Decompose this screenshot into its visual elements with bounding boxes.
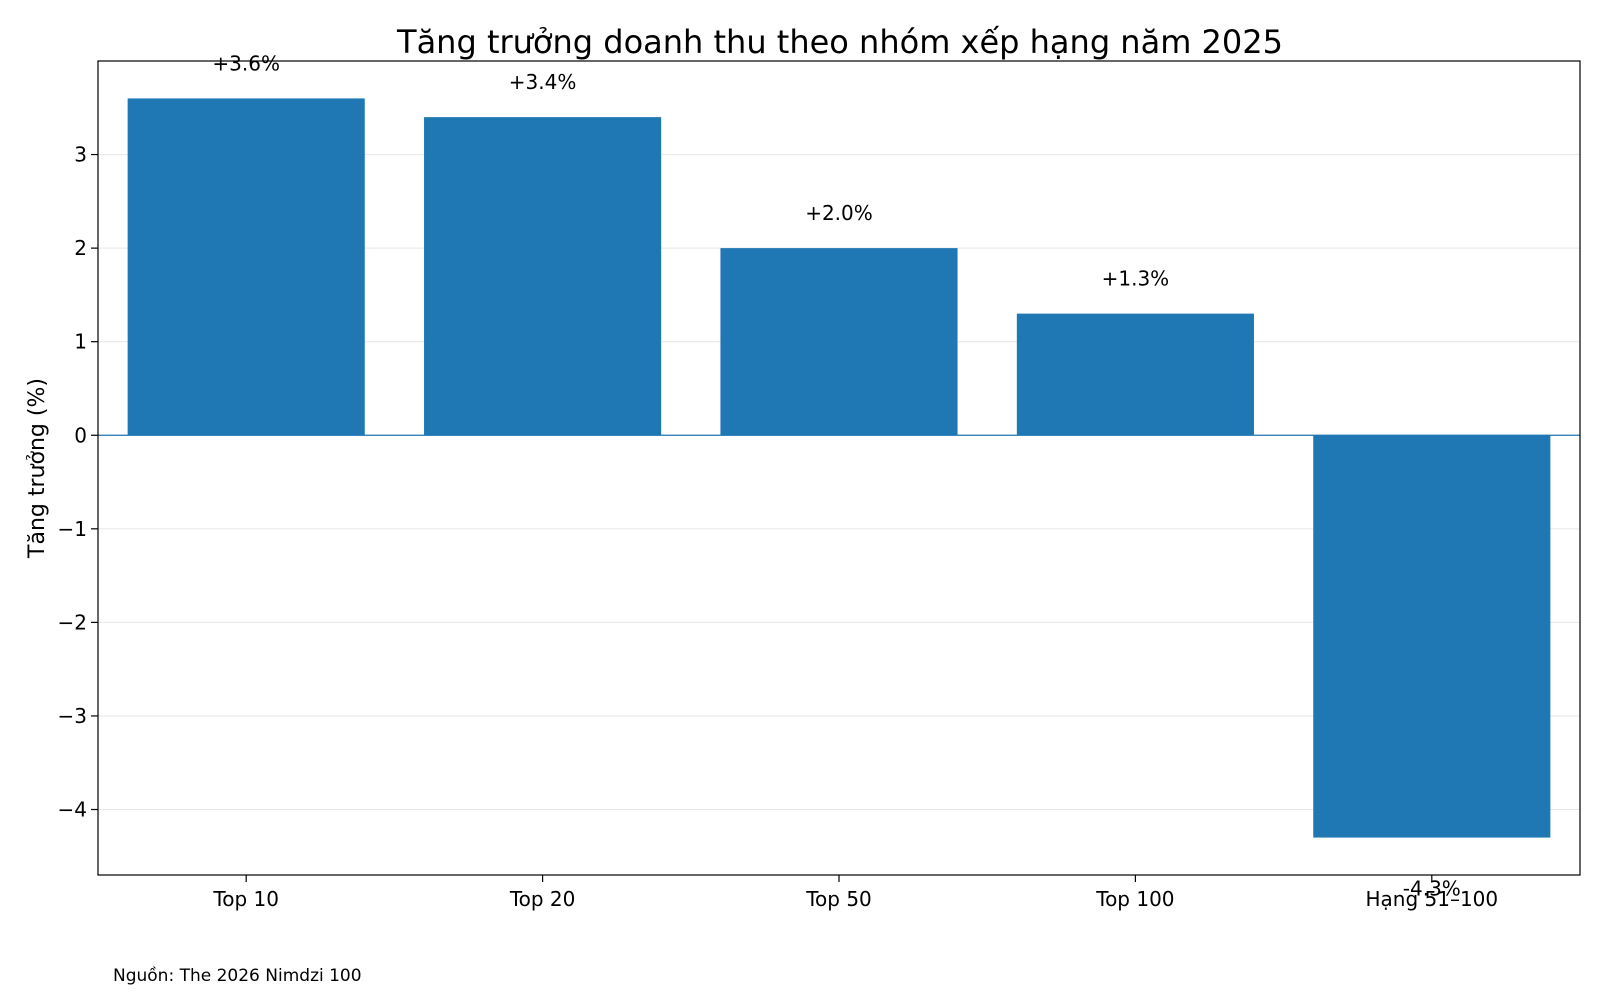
y-tick-label: −4	[58, 798, 87, 822]
bar	[127, 98, 365, 436]
x-tick-label: Top 100	[1095, 887, 1174, 911]
y-axis-label: Tăng trưởng (%)	[25, 378, 50, 559]
bar	[1016, 313, 1254, 436]
data-label: +2.0%	[805, 201, 873, 225]
x-axis-ticks: Top 10 Top 20 Top 50 Top 100 Hạng 51–100	[212, 875, 1498, 911]
y-tick-label: −1	[58, 517, 87, 541]
x-tick-label: Hạng 51–100	[1365, 887, 1498, 911]
bars	[127, 98, 1551, 838]
data-label: +3.6%	[212, 51, 280, 75]
y-axis-ticks: −4 −3 −2 −1 0 1 2 3	[58, 143, 98, 822]
y-tick-label: −3	[58, 704, 87, 728]
x-tick-label: Top 50	[805, 887, 872, 911]
data-label: +3.4%	[509, 70, 577, 94]
y-tick-label: 1	[74, 330, 87, 354]
bar	[424, 117, 662, 436]
y-tick-label: 3	[74, 143, 87, 167]
x-tick-label: Top 10	[212, 887, 279, 911]
y-tick-label: 0	[74, 423, 87, 447]
bar	[720, 248, 958, 436]
chart-title: Tăng trưởng doanh thu theo nhóm xếp hạng…	[396, 23, 1283, 61]
y-tick-label: 2	[74, 236, 87, 260]
source-note: Nguồn: The 2026 Nimdzi 100	[113, 965, 362, 986]
y-tick-label: −2	[58, 610, 87, 634]
bar	[1313, 435, 1551, 838]
data-labels: +3.6% +3.4% +2.0% +1.3% -4.3%	[212, 51, 1460, 900]
x-tick-label: Top 20	[509, 887, 576, 911]
data-label: -4.3%	[1403, 877, 1461, 901]
data-label: +1.3%	[1102, 267, 1170, 291]
